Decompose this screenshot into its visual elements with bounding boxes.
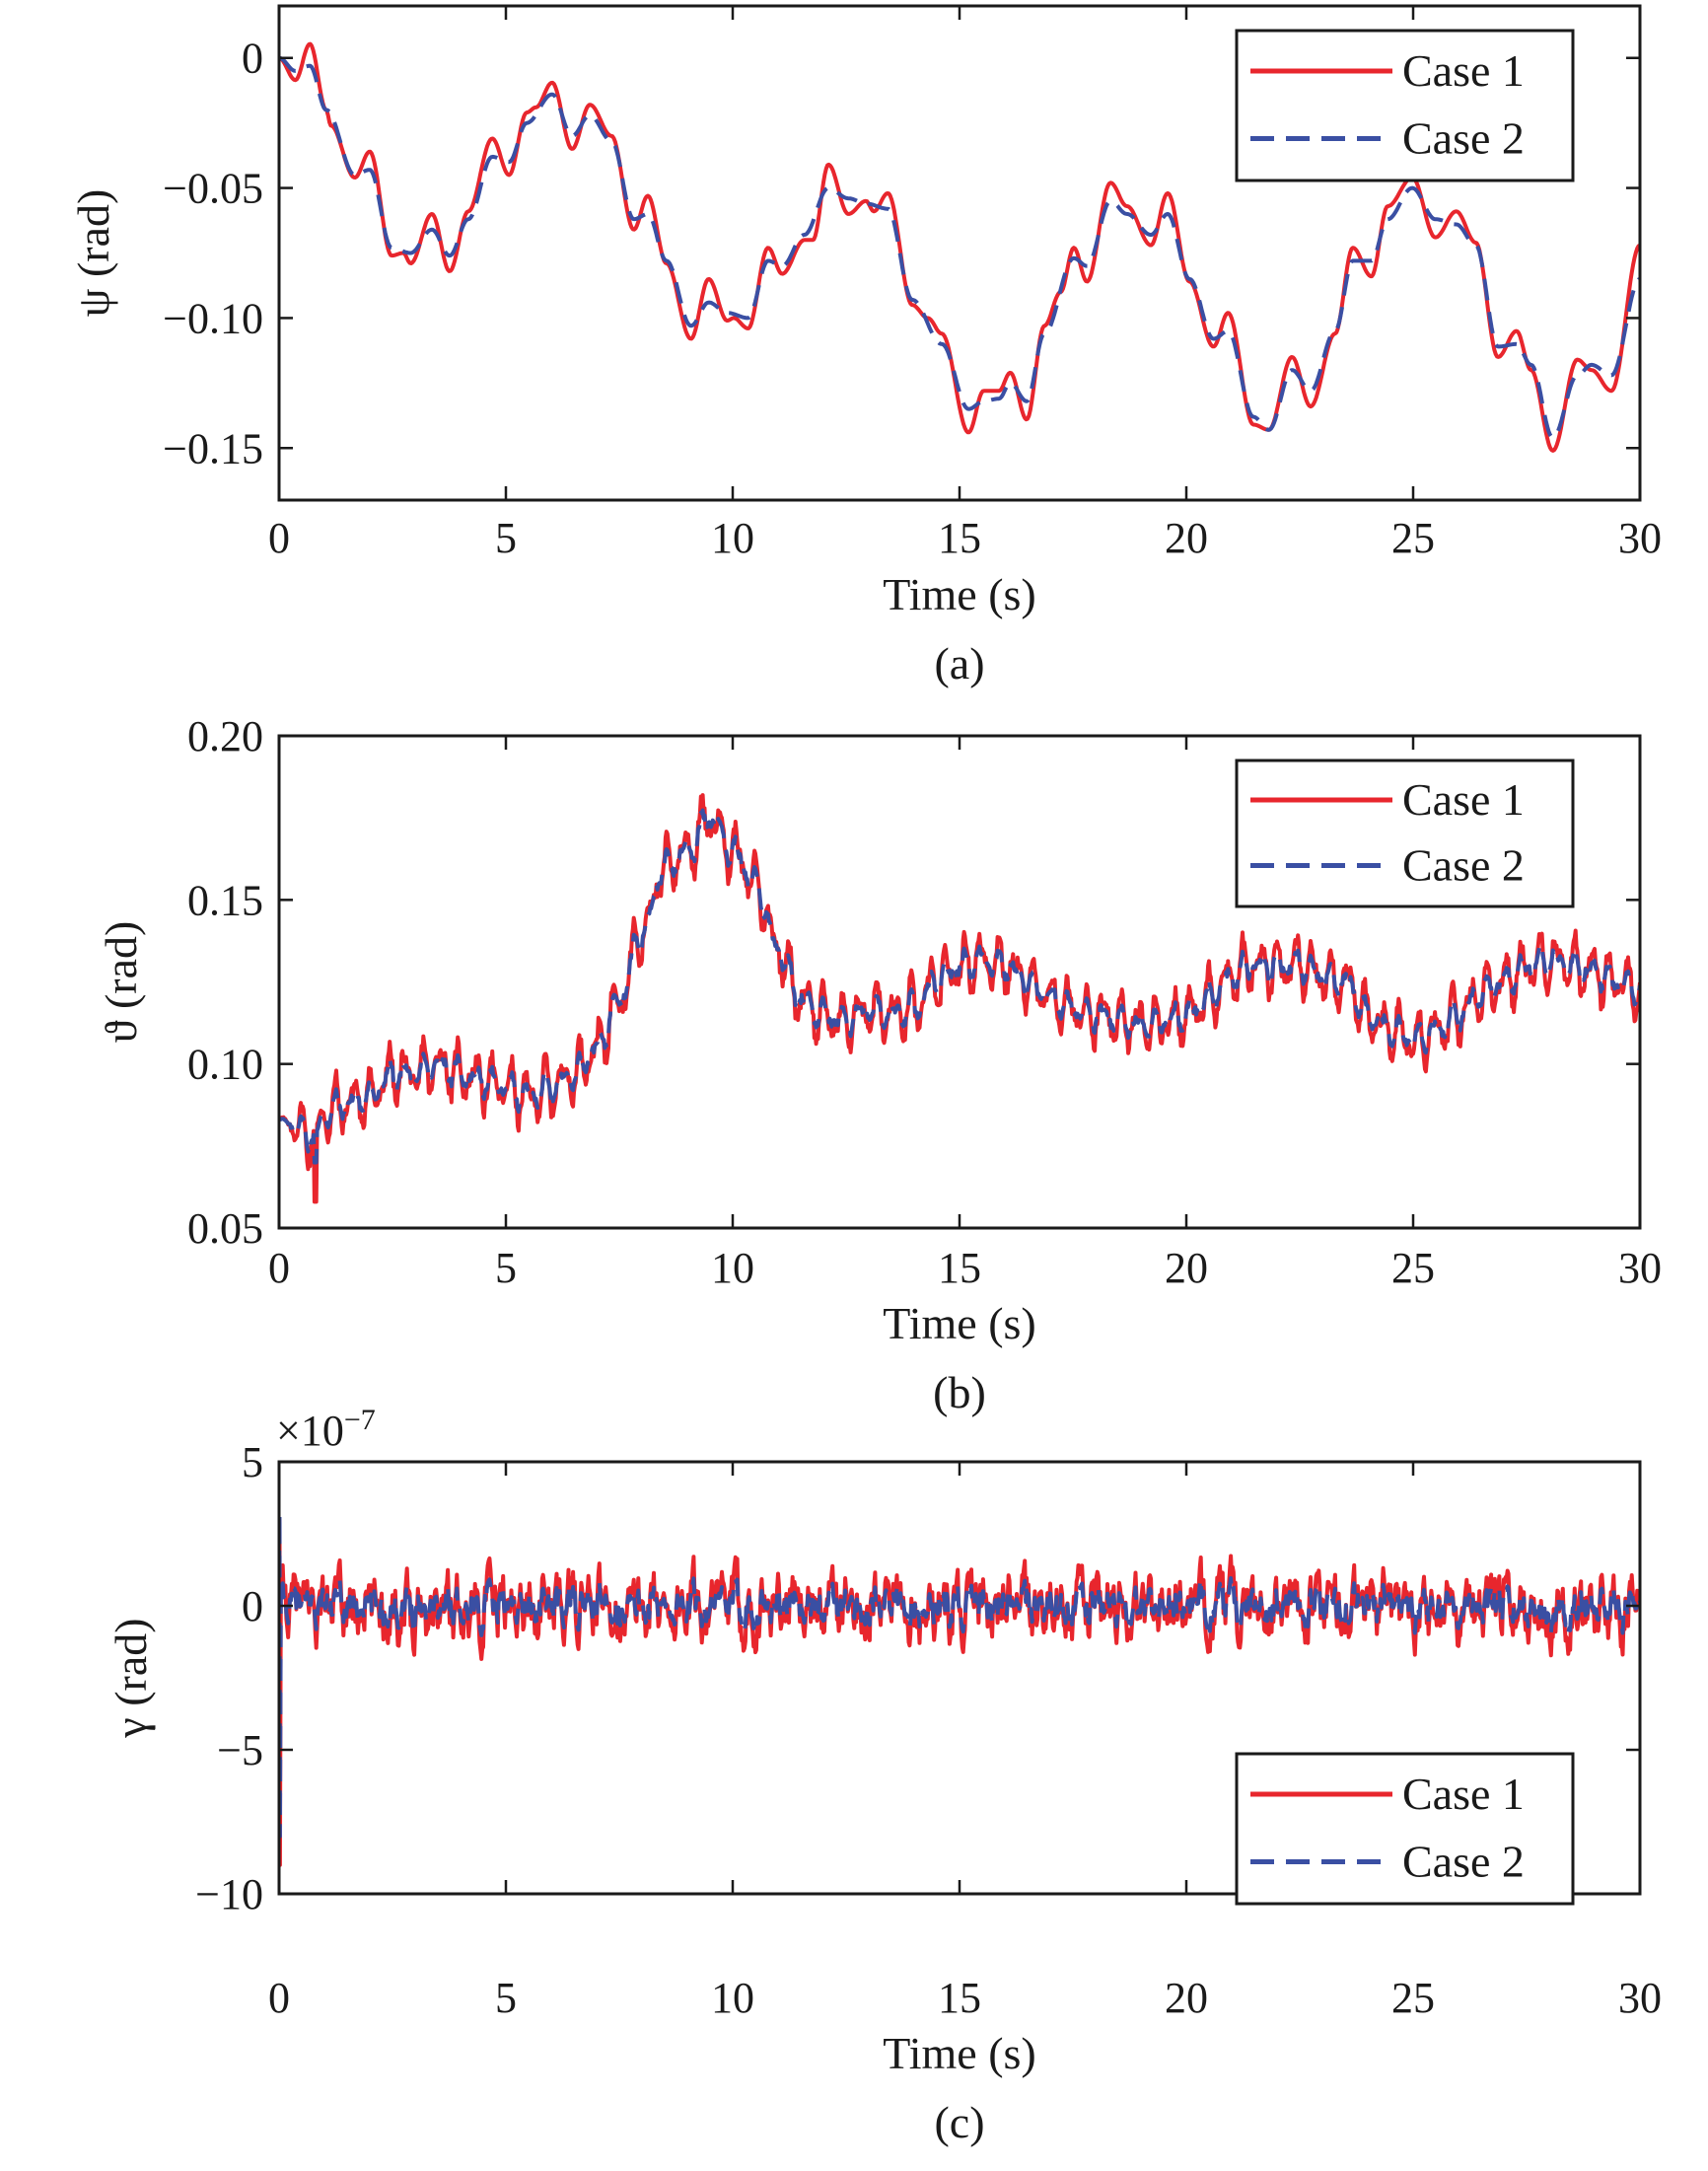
x-tick-label: 25 — [1391, 514, 1435, 562]
legend-label-case-2: Case 2 — [1402, 1836, 1525, 1886]
x-axis-label: Time (s) — [883, 2028, 1036, 2078]
panel-label: (a) — [934, 638, 984, 688]
x-tick-label: 30 — [1618, 514, 1662, 562]
x-tick-label: 30 — [1618, 1244, 1662, 1292]
x-tick-label: 10 — [711, 1974, 754, 2022]
x-tick-label: 5 — [495, 514, 517, 562]
x-tick-label: 0 — [268, 1244, 290, 1292]
x-axis-label: Time (s) — [883, 1298, 1036, 1348]
y-tick-label: −0.10 — [163, 294, 263, 342]
x-axis-label: Time (s) — [883, 569, 1036, 619]
x-tick-label: 10 — [711, 514, 754, 562]
x-tick-label: 15 — [938, 1244, 981, 1292]
x-tick-label: 5 — [495, 1974, 517, 2022]
multiplier-exponent: −7 — [344, 1404, 376, 1436]
series-line-case-2 — [279, 55, 1640, 440]
x-tick-label: 20 — [1165, 514, 1208, 562]
legend-label-case-2: Case 2 — [1402, 840, 1525, 891]
y-tick-label: 5 — [242, 1438, 263, 1486]
legend: Case 1 Case 2 — [1235, 29, 1575, 182]
chart-panel-1: 0 5 10 15 20 25 30 0 −0.05 −0.10 −0.15 Time (s) (a) ψ… — [68, 4, 1662, 688]
y-tick-label: 0 — [242, 35, 263, 83]
y-tick-label: −0.15 — [163, 424, 263, 472]
legend-box — [1235, 759, 1575, 908]
legend: Case 1 Case 2 — [1235, 759, 1575, 908]
y-axis-multiplier: ×10−7 — [276, 1404, 376, 1455]
y-axis-label: ϑ (rad) — [96, 921, 146, 1044]
series-group — [279, 1511, 1640, 1867]
legend-box — [1235, 29, 1575, 182]
x-tick-label: 20 — [1165, 1244, 1208, 1292]
x-tick-label: 15 — [938, 1974, 981, 2022]
x-tick-label: 15 — [938, 514, 981, 562]
chart-panel-3: 0 5 10 15 20 25 30 5 0 −5 −10 ×10−7 Time (s) (c) γ (ra… — [106, 1404, 1662, 2147]
legend-label-case-2: Case 2 — [1402, 112, 1525, 163]
legend: Case 1 Case 2 — [1235, 1752, 1575, 1906]
y-tick-label: −5 — [217, 1726, 263, 1774]
x-tick-label: 5 — [495, 1244, 517, 1292]
y-tick-label: −0.05 — [163, 165, 263, 213]
chart-panel-2: 0 5 10 15 20 25 30 0.05 0.10 0.15 0.20 Time (s) (b) ϑ… — [96, 712, 1662, 1417]
legend-label-case-1: Case 1 — [1402, 45, 1525, 96]
y-tick-label: 0.10 — [187, 1041, 263, 1089]
x-tick-label: 25 — [1391, 1974, 1435, 2022]
legend-label-case-1: Case 1 — [1402, 1769, 1525, 1819]
legend-label-case-1: Case 1 — [1402, 774, 1525, 825]
x-tick-label: 30 — [1618, 1974, 1662, 2022]
x-tick-label: 0 — [268, 514, 290, 562]
x-tick-label: 10 — [711, 1244, 754, 1292]
legend-box — [1235, 1752, 1575, 1906]
x-tick-label: 25 — [1391, 1244, 1435, 1292]
y-tick-label: 0.05 — [187, 1204, 263, 1253]
y-tick-label: 0.15 — [187, 876, 263, 924]
y-tick-label: 0 — [242, 1582, 263, 1630]
multiplier-base: ×10 — [276, 1407, 344, 1455]
y-tick-label: 0.20 — [187, 712, 263, 760]
series-line-case-2 — [279, 1511, 1640, 1839]
x-tick-label: 20 — [1165, 1974, 1208, 2022]
y-axis-label: ψ (rad) — [68, 189, 118, 318]
panel-label: (b) — [933, 1367, 986, 1417]
series-group — [279, 793, 1640, 1204]
x-tick-label: 0 — [268, 1974, 290, 2022]
y-tick-label: −10 — [195, 1870, 263, 1918]
panel-label: (c) — [934, 2097, 984, 2147]
y-axis-label: γ (rad) — [106, 1618, 156, 1738]
series-line-case-2 — [279, 808, 1640, 1165]
